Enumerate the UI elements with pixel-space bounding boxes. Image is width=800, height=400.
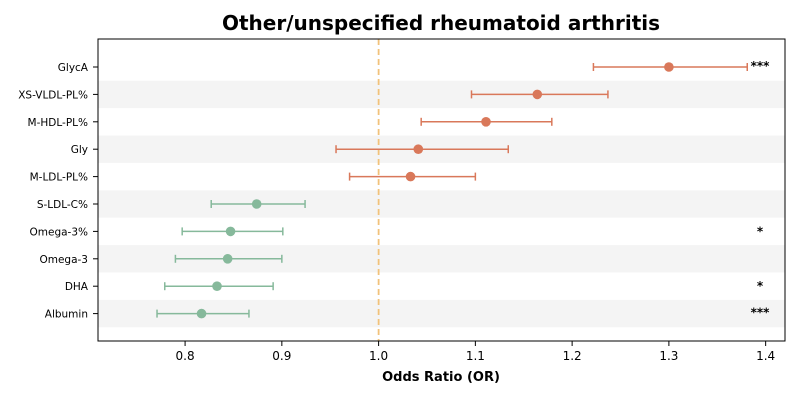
x-tick-label: 1.1 bbox=[466, 349, 485, 363]
x-tick-label: 1.3 bbox=[659, 349, 678, 363]
significance-label: * bbox=[757, 224, 764, 238]
or-point bbox=[222, 253, 233, 264]
or-point bbox=[413, 144, 424, 154]
row-bands bbox=[98, 80, 785, 328]
y-axis-labels: GlycA XS-VLDL-PL% M-HDL-PL% Gly M-LDL-PL% S-L… bbox=[18, 62, 98, 321]
x-tick-label: 0.8 bbox=[176, 349, 195, 363]
row-band bbox=[98, 190, 785, 218]
row-label: Omega-3 bbox=[39, 254, 88, 266]
plot-frame bbox=[97, 38, 786, 342]
significance-label: * bbox=[757, 279, 764, 293]
row-label: Omega-3% bbox=[30, 226, 89, 238]
row-label: Gly bbox=[71, 144, 88, 156]
or-point bbox=[212, 281, 222, 292]
row-label: DHA bbox=[65, 281, 89, 293]
or-point bbox=[481, 117, 491, 127]
x-tick-label: 1.0 bbox=[369, 349, 388, 363]
x-axis-title: Odds Ratio (OR) bbox=[382, 370, 500, 385]
x-tick-label: 1.4 bbox=[756, 349, 775, 363]
or-point bbox=[251, 199, 262, 209]
row-label: GlycA bbox=[58, 62, 89, 74]
row-label: Albumin bbox=[45, 309, 88, 321]
or-point bbox=[405, 171, 416, 182]
x-axis: 0.8 0.9 1.0 1.1 1.2 1.3 1.4 bbox=[176, 341, 775, 363]
or-point bbox=[196, 308, 207, 319]
row-label: S-LDL-C% bbox=[37, 199, 88, 211]
chart-title: Other/unspecified rheumatoid arthritis bbox=[222, 11, 660, 35]
x-tick-label: 0.9 bbox=[272, 349, 291, 363]
or-point bbox=[225, 226, 236, 237]
significance-label: *** bbox=[751, 59, 771, 73]
or-point bbox=[664, 62, 674, 72]
data-points bbox=[156, 62, 749, 319]
row-label: M-HDL-PL% bbox=[28, 117, 88, 129]
x-tick-label: 1.2 bbox=[563, 349, 582, 363]
row-label: XS-VLDL-PL% bbox=[18, 89, 88, 101]
significance-labels: ******** bbox=[751, 59, 771, 320]
row-band bbox=[98, 80, 785, 109]
or-point bbox=[532, 89, 543, 100]
row-label: M-LDL-PL% bbox=[30, 172, 88, 184]
significance-label: *** bbox=[751, 306, 771, 320]
